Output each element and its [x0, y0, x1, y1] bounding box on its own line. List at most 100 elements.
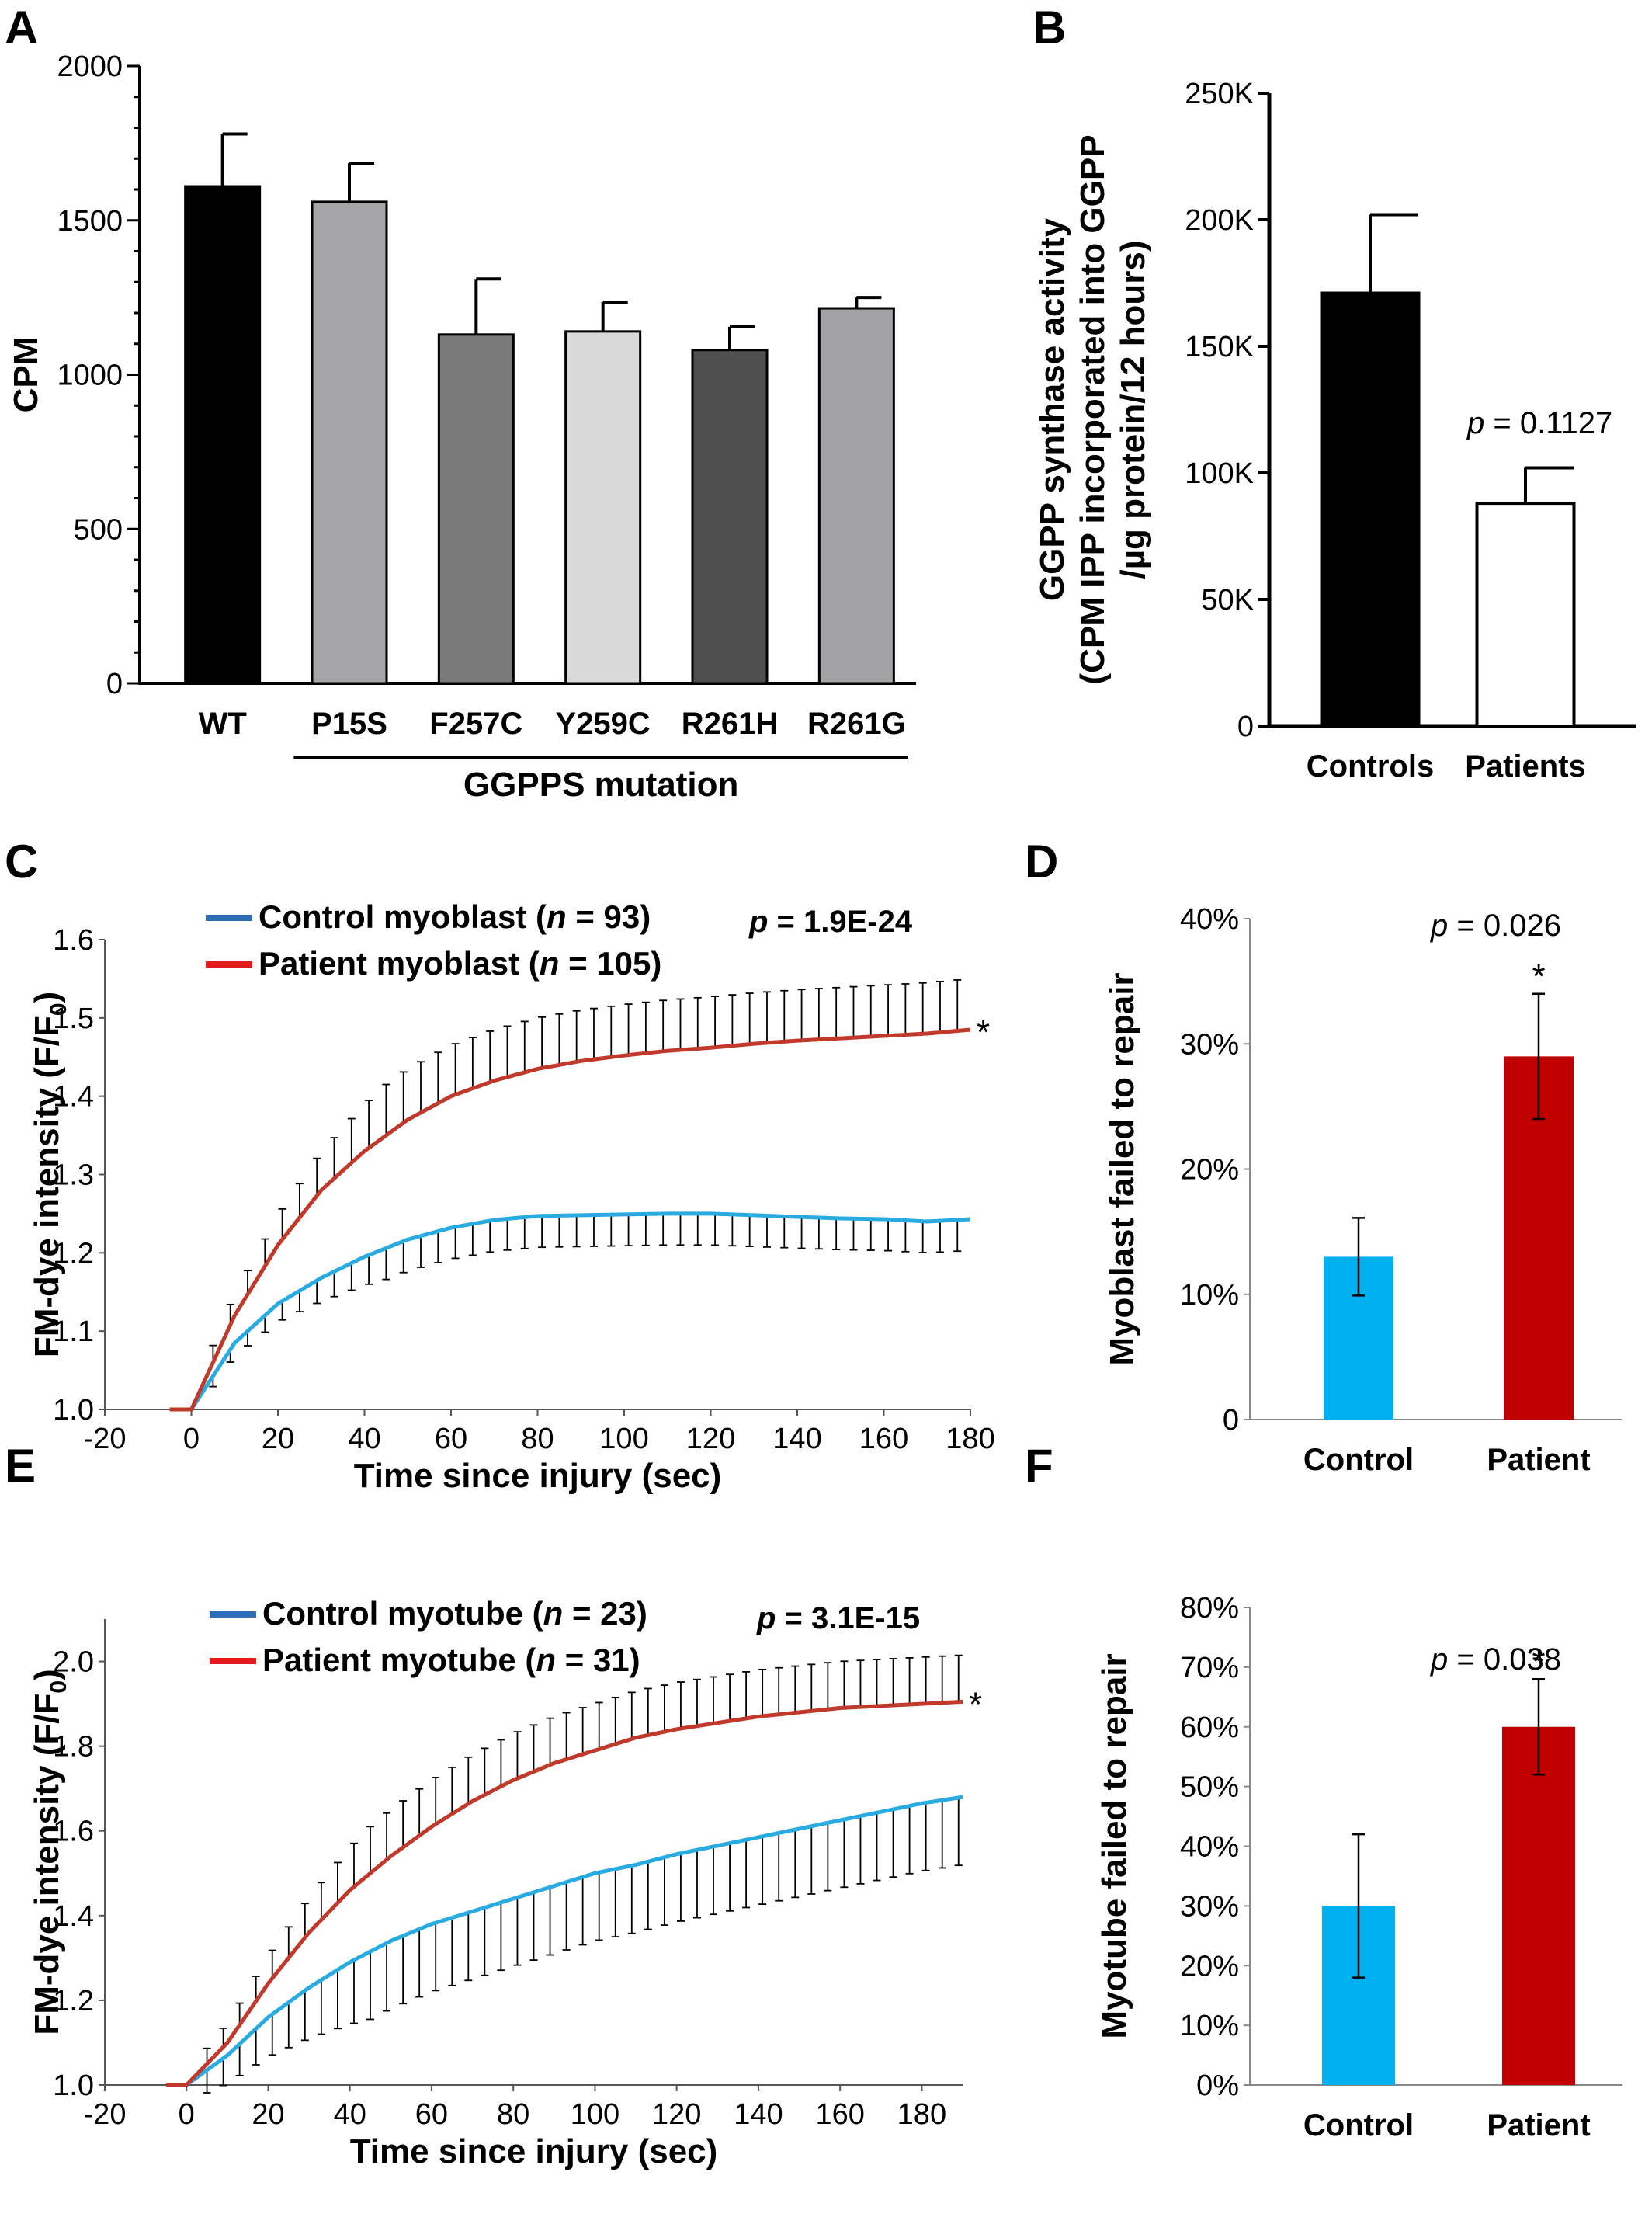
y-axis-title: CPM — [7, 337, 45, 413]
y-tick-label: 0 — [1237, 711, 1254, 743]
x-tick-label: Patient — [1487, 2108, 1590, 2142]
bar — [184, 185, 262, 685]
significance-marker: * — [1532, 957, 1545, 996]
y-tick-label: 70% — [1180, 1652, 1239, 1684]
y-tick-label: 50% — [1180, 1771, 1239, 1804]
legend-count: = 93) — [567, 898, 651, 935]
y-tick-label: 200K — [1185, 204, 1254, 237]
significance-marker: * — [977, 1013, 990, 1051]
p-italic: p — [1466, 406, 1484, 440]
x-tick-label: 80 — [521, 1423, 554, 1455]
y-tick-label: 1.2 — [53, 1985, 94, 2017]
y-tick-label: 10% — [1180, 2010, 1239, 2042]
x-tick-label: Controls — [1307, 749, 1434, 784]
p-value-text: = 0.038 — [1448, 1642, 1561, 1677]
p-value-text: = 0.026 — [1448, 909, 1561, 943]
x-tick-label: 120 — [652, 2098, 701, 2131]
y-tick-label: 1.6 — [53, 924, 94, 957]
x-axis-title: GGPPS mutation — [463, 766, 738, 804]
legend-name: Control myotube ( — [262, 1595, 543, 1632]
x-tick-label: Control — [1303, 1443, 1414, 1477]
series-line — [169, 1211, 971, 1412]
series-line — [165, 1699, 963, 2087]
y-tick-label: 250K — [1185, 78, 1254, 110]
bar — [1320, 291, 1421, 728]
x-axis-title: Time since injury (sec) — [350, 2132, 718, 2170]
y-tick-label: 40% — [1180, 903, 1239, 936]
x-tick-label: 180 — [897, 2098, 946, 2131]
panel-letter-b: B — [1032, 2, 1066, 54]
y-axis-title-subscript: 0 — [46, 1680, 71, 1694]
x-tick-label: P15S — [311, 707, 387, 741]
x-tick-label: R261H — [682, 707, 779, 741]
p-italic: p — [748, 905, 768, 939]
x-tick-label: Y259C — [556, 707, 651, 741]
x-tick-label: Patient — [1487, 1443, 1590, 1477]
y-axis-title-main: FM-dye intensity (F/F — [28, 1694, 66, 2035]
panel-letter-f: F — [1025, 1440, 1053, 1492]
y-tick-label: 1.4 — [53, 1081, 94, 1114]
x-tick-label: 0 — [183, 1423, 200, 1455]
x-tick-label: -20 — [84, 2098, 127, 2131]
x-tick-label: 40 — [334, 2098, 366, 2131]
x-tick-label: 100 — [571, 2098, 620, 2131]
x-tick-label: 40 — [348, 1423, 380, 1455]
legend-label: Control myoblast (n = 93) — [259, 898, 651, 935]
series-line — [169, 1027, 971, 1412]
x-tick-label: Control — [1303, 2108, 1414, 2142]
p-value-annotation: p = 0.038 — [1430, 1642, 1561, 1677]
y-tick-label: 0 — [1223, 1404, 1239, 1437]
y-axis-title-subscript: 0 — [46, 1003, 71, 1016]
y-axis-title-end: ) — [28, 992, 66, 1003]
legend-count: = 31) — [556, 1642, 640, 1678]
y-axis-title: FM-dye intensity (F/F0) — [28, 1669, 71, 2035]
x-tick-label: 140 — [772, 1423, 821, 1455]
x-tick-label: 0 — [179, 2098, 195, 2131]
series-line — [165, 1795, 963, 2087]
y-axis-title-line: /µg protein/12 hours) — [1114, 240, 1152, 579]
p-value-text: = 1.9E-24 — [768, 905, 912, 939]
y-axis-title-main: FM-dye intensity (F/F — [28, 1016, 66, 1357]
x-tick-label: 60 — [435, 1423, 467, 1455]
legend-label: Patient myoblast (n = 105) — [259, 945, 661, 982]
significance-marker: * — [1532, 1642, 1545, 1680]
p-value-text: = 0.1127 — [1484, 406, 1612, 440]
y-tick-label: 1.8 — [53, 1731, 94, 1764]
legend-label: Control myotube (n = 23) — [262, 1595, 647, 1632]
x-tick-label: WT — [199, 707, 247, 741]
panel-letter-a: A — [5, 2, 38, 54]
p-value-annotation: p = 0.1127 — [1466, 406, 1612, 440]
y-tick-label: 40% — [1180, 1831, 1239, 1864]
x-tick-label: 100 — [599, 1423, 648, 1455]
p-value-text: = 3.1E-15 — [776, 1601, 920, 1635]
x-tick-label: F257C — [429, 707, 522, 741]
legend-label: Patient myotube (n = 31) — [262, 1642, 640, 1678]
y-tick-label: 20% — [1180, 1154, 1239, 1187]
y-tick-label: 60% — [1180, 1712, 1239, 1744]
y-tick-label: 1.1 — [53, 1315, 94, 1348]
y-tick-label: 0 — [106, 668, 123, 700]
legend-name: Patient myoblast ( — [259, 945, 540, 982]
panel-d: D 0 10% 20% 30% 40% Myoblast failed to repair C… — [1025, 836, 1622, 1477]
panel-letter-e: E — [5, 1440, 36, 1492]
p-value-annotation: p = 0.026 — [1430, 909, 1561, 943]
y-tick-label: 1.6 — [53, 1816, 94, 1848]
y-tick-label: 10% — [1180, 1279, 1239, 1312]
significance-marker: * — [969, 1685, 982, 1723]
x-tick-label: 120 — [686, 1423, 735, 1455]
legend-name: Control myoblast ( — [259, 898, 547, 935]
y-tick-label: 1.5 — [53, 1003, 94, 1035]
y-tick-label: 150K — [1185, 331, 1254, 363]
bar — [437, 333, 515, 685]
panel-f: F 0% 10% 20% 30% 40% 50% 60% 70% 80% Myotube faile… — [1025, 1440, 1622, 2142]
y-tick-label: 1000 — [57, 360, 123, 392]
y-tick-label: 0% — [1196, 2069, 1239, 2102]
bar — [1502, 1726, 1575, 2085]
y-tick-label: 500 — [74, 513, 123, 546]
x-axis-title: Time since injury (sec) — [354, 1457, 722, 1495]
y-axis-title: Myoblast failed to repair — [1103, 972, 1141, 1365]
p-value-annotation: p = 3.1E-15 — [756, 1601, 920, 1635]
panel-letter-d: D — [1025, 836, 1058, 888]
bar — [564, 330, 642, 685]
